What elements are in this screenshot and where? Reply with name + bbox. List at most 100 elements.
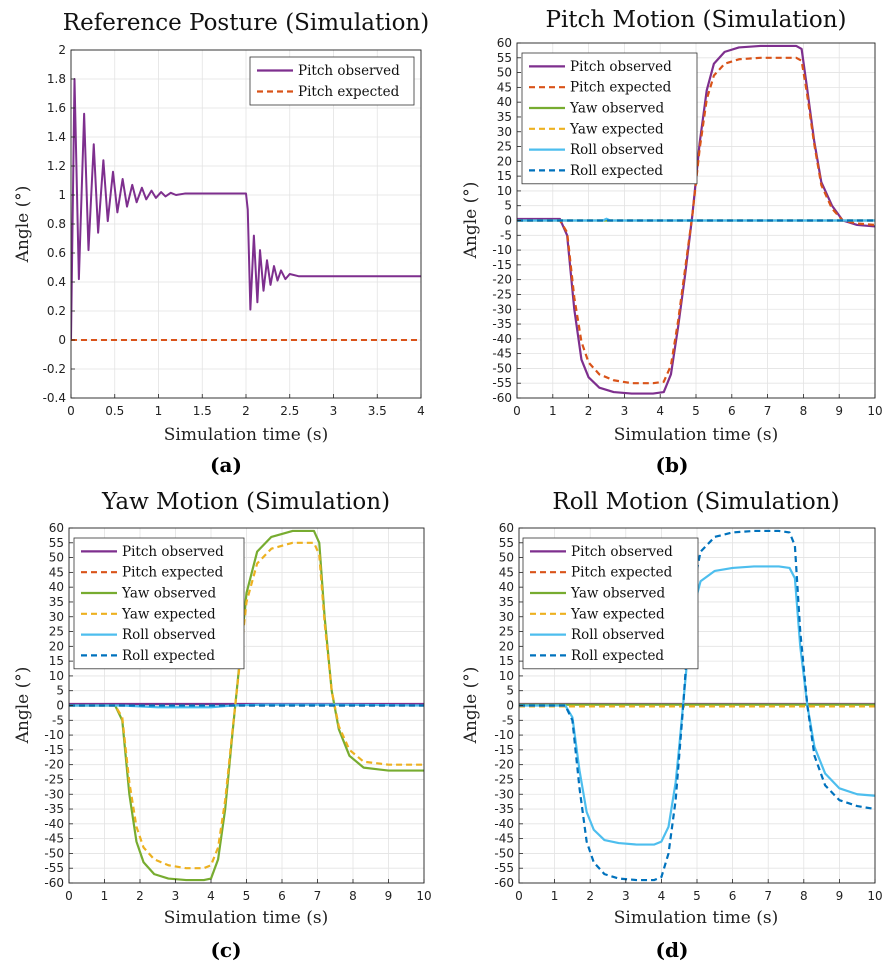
x-tick-label: 8: [349, 889, 357, 903]
chart-title: Yaw Motion (Simulation): [101, 489, 390, 515]
chart-title: Roll Motion (Simulation): [552, 489, 839, 515]
chart-title: Pitch Motion (Simulation): [545, 7, 846, 33]
x-tick-label: 10: [416, 889, 431, 903]
legend-entry: Yaw observed: [570, 586, 666, 602]
x-tick-label: 10: [867, 889, 882, 903]
y-tick-label: 0.4: [47, 275, 66, 289]
legend-box: [249, 56, 415, 106]
legend-entry: Roll observed: [122, 627, 216, 643]
y-tick-label: 50: [499, 551, 514, 565]
x-tick-label: 2.5: [280, 404, 299, 418]
y-tick-label: 1.6: [47, 101, 66, 115]
y-tick-label: 0: [506, 699, 514, 713]
y-tick-label: 0.8: [47, 217, 66, 231]
x-tick-label: 0: [515, 889, 523, 903]
legend-entry: Pitch observed: [122, 544, 224, 560]
x-tick-label: 3: [172, 889, 180, 903]
legend-entry: Pitch observed: [298, 63, 400, 79]
y-tick-label: -25: [44, 772, 64, 786]
y-tick-label: -45: [492, 347, 512, 361]
legend-entry: Yaw expected: [121, 606, 216, 622]
y-tick-label: 30: [499, 610, 514, 624]
legend-entry: Yaw observed: [569, 101, 665, 117]
y-tick-label: -45: [44, 832, 64, 846]
x-tick-label: 3.5: [368, 404, 387, 418]
y-tick-label: -60: [492, 391, 512, 405]
x-tick-label: 2: [136, 889, 144, 903]
y-tick-label: -30: [494, 787, 514, 801]
x-tick-label: 5: [692, 404, 700, 418]
y-tick-label: 0.6: [47, 246, 66, 260]
y-tick-label: -20: [494, 758, 514, 772]
legend-entry: Roll observed: [571, 627, 665, 643]
x-tick-label: 8: [800, 404, 808, 418]
x-tick-label: 9: [835, 404, 843, 418]
x-tick-label: 10: [867, 404, 882, 418]
y-tick-label: -10: [492, 243, 512, 257]
panel-caption: (d): [656, 938, 689, 962]
x-tick-label: 5: [693, 889, 701, 903]
legend-entry: Roll expected: [571, 648, 664, 664]
y-tick-label: 55: [497, 51, 512, 65]
y-tick-label: -15: [494, 743, 514, 757]
x-tick-label: 4: [656, 404, 664, 418]
y-tick-label: 40: [499, 580, 514, 594]
x-tick-label: 6: [728, 404, 736, 418]
legend-entry: Roll expected: [570, 163, 663, 179]
y-tick-label: -5: [502, 713, 514, 727]
y-tick-label: 35: [497, 110, 512, 124]
legend-entry: Pitch expected: [122, 565, 224, 581]
x-tick-label: 7: [764, 404, 772, 418]
y-tick-label: 15: [499, 654, 514, 668]
y-tick-label: 0.2: [47, 304, 66, 318]
y-tick-label: 1.2: [47, 159, 66, 173]
y-tick-label: -45: [494, 832, 514, 846]
legend-entry: Yaw expected: [569, 121, 664, 137]
panel-caption: (a): [210, 453, 242, 477]
legend-entry: Roll observed: [570, 142, 664, 158]
chart-panel-2: 0 1 2 3 4 5 6 7 8 9 10-60-55-50-45-40-35-30-25-20-…: [13, 489, 432, 962]
legend-entry: Yaw expected: [570, 606, 665, 622]
x-tick-label: 0.5: [105, 404, 124, 418]
y-tick-label: -40: [494, 817, 514, 831]
y-tick-label: -10: [494, 728, 514, 742]
y-tick-label: 20: [497, 154, 512, 168]
y-tick-label: -40: [492, 332, 512, 346]
y-tick-label: -5: [52, 713, 64, 727]
y-axis-label: Angle (°): [461, 667, 481, 745]
y-tick-label: -60: [494, 876, 514, 890]
y-tick-label: 50: [497, 66, 512, 80]
x-tick-label: 5: [243, 889, 251, 903]
x-tick-label: 8: [800, 889, 808, 903]
legend: Pitch observed Pitch expected Yaw observed…: [522, 537, 699, 670]
y-tick-label: 40: [497, 95, 512, 109]
y-tick-label: 5: [506, 684, 514, 698]
x-tick-label: 0: [67, 404, 75, 418]
x-tick-label: 9: [385, 889, 393, 903]
y-tick-label: -55: [44, 861, 64, 875]
x-tick-label: 4: [658, 889, 666, 903]
chart-panel-1: 0 1 2 3 4 5 6 7 8 9 10-60-55-50-45-40-35-30-25-20-…: [461, 7, 883, 477]
y-tick-label: -55: [492, 376, 512, 390]
legend-entry: Pitch expected: [570, 80, 672, 96]
x-tick-label: 6: [729, 889, 737, 903]
x-tick-label: 4: [207, 889, 215, 903]
y-axis-label: Angle (°): [13, 186, 33, 264]
y-tick-label: -20: [492, 273, 512, 287]
legend: Pitch observed Pitch expected Yaw observed…: [521, 52, 698, 185]
legend-box: [522, 537, 699, 670]
panel-caption: (c): [210, 938, 241, 962]
y-tick-label: -20: [44, 758, 64, 772]
legend: Pitch observed Pitch expected: [249, 56, 415, 106]
y-tick-label: -35: [492, 317, 512, 331]
y-tick-label: -25: [494, 772, 514, 786]
y-tick-label: 30: [49, 610, 64, 624]
y-tick-label: 35: [499, 595, 514, 609]
legend-entry: Roll expected: [122, 648, 215, 664]
y-tick-label: 1.8: [47, 72, 66, 86]
y-tick-label: 2: [58, 43, 66, 57]
series-line-yaw-expected: [69, 541, 424, 870]
legend-entry: Pitch observed: [571, 544, 673, 560]
y-tick-label: 45: [49, 565, 64, 579]
y-tick-label: 60: [497, 36, 512, 50]
